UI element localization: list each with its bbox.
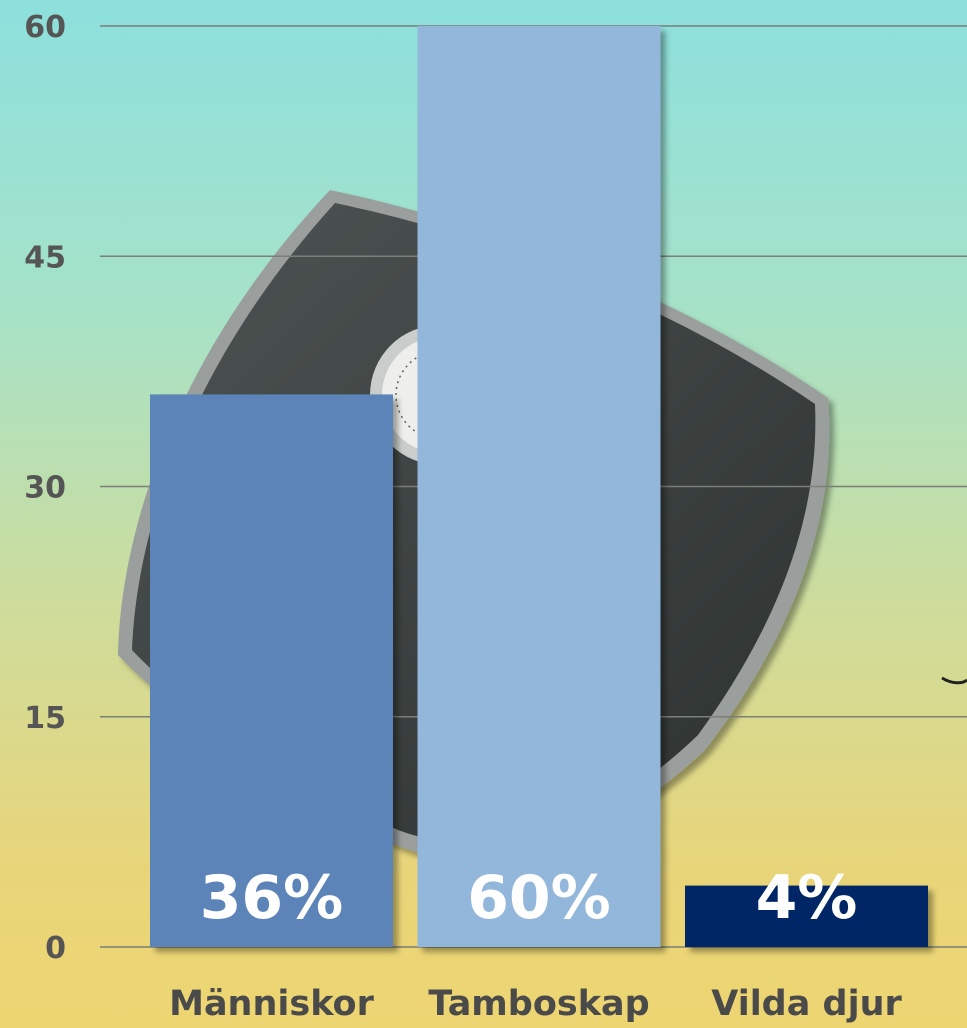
x-category-label: Tamboskap (428, 984, 649, 1024)
x-axis-labels: Människor Tamboskap Vilda djur (169, 984, 902, 1024)
data-label: 36% (200, 863, 344, 933)
x-category-label: Vilda djur (711, 984, 902, 1024)
y-tick-label: 15 (24, 701, 66, 736)
bars (150, 26, 928, 947)
y-tick-label: 0 (45, 931, 66, 966)
y-tick-label: 60 (24, 10, 66, 45)
bar (417, 26, 661, 947)
y-tick-label: 30 (24, 471, 66, 506)
x-category-label: Människor (169, 984, 374, 1024)
bar (685, 885, 928, 947)
data-label: 60% (467, 863, 611, 933)
data-label: 4% (756, 863, 858, 933)
y-tick-label: 45 (24, 240, 66, 275)
bar (150, 394, 393, 947)
data-labels: 36% 60% 4% (200, 863, 858, 933)
y-axis-ticks: 0 15 30 45 60 (24, 10, 66, 966)
